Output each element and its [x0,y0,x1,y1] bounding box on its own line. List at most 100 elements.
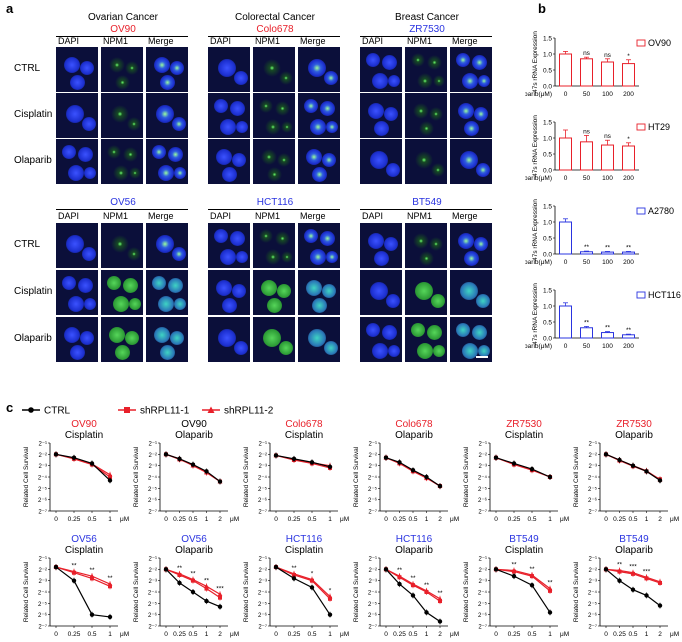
series-CTRL-line [495,457,551,478]
y-tick-label: 2⁻² [148,568,157,574]
micrograph-tile [208,270,250,315]
y-tick-label: 2⁻³ [258,579,267,585]
micrograph-tile [146,93,188,138]
column-header-dapi: DAPI [58,211,80,221]
nucleus [115,345,130,360]
row-label-olaparib: Olaparib [14,155,52,166]
nucleus [312,167,327,182]
nucleus [281,121,293,133]
x-unit-label: μM [230,631,239,638]
series-CTRL-point [327,464,333,469]
y-tick-label: 2⁻² [368,453,377,459]
nucleus [222,167,237,182]
nucleus [66,105,84,123]
nucleus [261,149,277,165]
y-tick-label: 2⁻⁵ [478,486,488,493]
panel-b-bar-charts: 0.0 0.5 1.0 1.5 47s rRNA Expression 0 ns 50 ns 10… [525,31,681,350]
plot-cell-line: ZR7530 [616,419,652,430]
bar [601,144,614,171]
series-CTRL-point [273,564,279,570]
nucleus [64,327,80,343]
y-tick-label: 2⁻¹ [258,442,267,448]
bar [559,137,572,171]
cell-line-label: BT549 [412,197,442,208]
y-tick-label: 2⁻⁴ [478,475,488,482]
column-header-npm1: NPM1 [255,211,281,221]
micrograph-tile [360,93,402,138]
nucleus [78,147,93,162]
y-tick-label: 2⁻⁴ [368,475,378,482]
nucleus [460,282,478,300]
nucleus [462,73,478,89]
significance-marker: * [311,571,314,578]
micrograph-tile [146,223,188,268]
x-tick-label: 0 [494,516,498,523]
y-tick-label: 2⁻¹ [588,557,597,563]
nucleus [275,231,290,246]
series-CTRL-line [55,453,111,481]
nucleus [312,298,327,313]
column-header-npm1: NPM1 [103,36,129,46]
x-axis-label: Olaparib(μM) [525,91,552,98]
x-tick-label: 0.5 [628,516,637,523]
nucleus [172,117,186,131]
series-CTRL-point [89,461,95,466]
series-shRPL11-1-point [631,571,635,576]
nucleus [456,53,470,67]
nucleus [84,298,96,310]
nucleus [386,294,400,308]
series-shRPL11-1-point [617,569,622,574]
micrograph-tile [298,93,340,138]
plot-cell-line: HCT116 [286,534,323,545]
micrograph-tile [253,139,295,184]
y-tick-label: 2⁻⁵ [148,601,158,608]
x-tick-label: 0 [274,631,278,638]
nucleus [472,55,487,70]
y-tick-label: 2⁻⁵ [258,486,268,493]
x-tick-label: 0 [564,175,568,182]
y-tick-label: 2⁻¹ [368,557,377,563]
nucleus [415,282,433,300]
bar-chart-OV90: 0.0 0.5 1.0 1.5 47s rRNA Expression 0 ns 50 ns 10… [525,31,671,98]
nucleus [123,278,138,293]
row-label-ctrl: CTRL [14,239,41,250]
series-shRPL11-1-point [218,595,222,600]
y-axis-label: Related Cell Survival [23,446,30,507]
x-tick-label: 0.5 [408,516,417,523]
y-tick-label: 2⁻⁴ [478,590,488,597]
series-CTRL-point [630,463,636,468]
x-tick-label: 0.25 [613,631,626,638]
micrograph-tile [101,270,143,315]
y-tick-label: 2⁻¹ [368,442,377,448]
plot-cell-line: OV56 [181,534,207,545]
nucleus [62,276,76,290]
y-axis-label: Related Cell Survival [463,446,470,507]
nucleus [368,103,384,119]
y-tick-label: 2⁻² [38,453,47,459]
nucleus [265,249,281,265]
nucleus [216,149,232,165]
nucleus [279,71,293,85]
significance-marker: ** [437,590,443,597]
micrograph-tile [360,317,402,362]
x-unit-label: μM [450,631,459,638]
series-CTRL-point [511,461,517,466]
nucleus [275,101,290,116]
x-tick-label: 0.5 [307,631,316,638]
nucleus [464,121,479,136]
series-CTRL-point [547,474,553,480]
micrograph-tile [450,317,492,362]
series-CTRL-point [424,474,429,480]
nucleus [170,331,184,345]
nucleus [113,165,129,181]
y-tick-label: 2⁻³ [588,579,597,585]
y-axis-label: 47s rRNA Expression [532,115,539,177]
column-header-dapi: DAPI [362,211,384,221]
nucleus [230,101,245,116]
micrograph-tile [101,93,143,138]
series-CTRL-point [163,567,169,572]
y-tick-label: 2⁻⁷ [588,509,597,516]
x-tick-label: 1 [425,516,429,523]
